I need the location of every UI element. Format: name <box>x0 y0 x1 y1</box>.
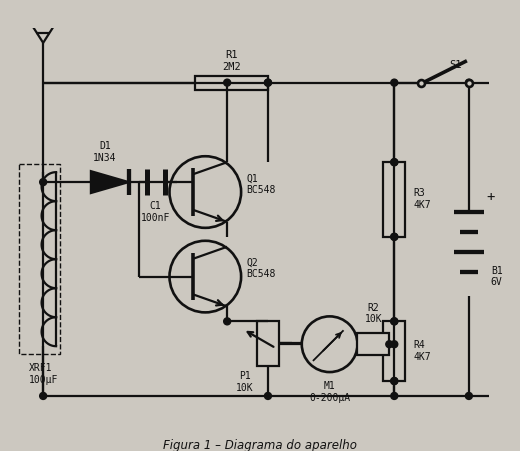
Text: C1
100nF: C1 100nF <box>141 201 170 223</box>
Text: R1
2M2: R1 2M2 <box>222 50 241 72</box>
Circle shape <box>224 79 231 86</box>
Bar <box>19 164 60 354</box>
Circle shape <box>465 79 472 86</box>
Circle shape <box>40 392 47 400</box>
Text: S1: S1 <box>449 60 461 70</box>
Circle shape <box>224 318 231 325</box>
Text: R2
10K: R2 10K <box>365 303 382 324</box>
Polygon shape <box>91 171 129 193</box>
Text: Figura 1 – Diagrama do aparelho: Figura 1 – Diagrama do aparelho <box>163 439 357 451</box>
Circle shape <box>391 79 398 86</box>
Bar <box>357 333 389 355</box>
Circle shape <box>391 318 398 325</box>
Circle shape <box>391 341 398 348</box>
Text: +: + <box>487 190 495 204</box>
Circle shape <box>391 392 398 400</box>
Bar <box>196 76 268 90</box>
Bar <box>257 322 279 366</box>
Circle shape <box>391 159 398 166</box>
Text: M1
0-200μA: M1 0-200μA <box>309 381 350 403</box>
Text: D1
1N34: D1 1N34 <box>93 142 116 163</box>
Text: P1
10K: P1 10K <box>236 371 254 393</box>
Circle shape <box>391 318 398 325</box>
Circle shape <box>265 79 271 86</box>
Circle shape <box>265 392 271 400</box>
Circle shape <box>40 179 47 185</box>
Circle shape <box>265 79 271 86</box>
Text: Q2
BC548: Q2 BC548 <box>246 258 276 280</box>
Circle shape <box>391 377 398 385</box>
Text: R3
4K7: R3 4K7 <box>413 188 431 210</box>
Text: XRF1
100μF: XRF1 100μF <box>29 363 59 385</box>
Circle shape <box>391 377 398 385</box>
Circle shape <box>391 233 398 240</box>
Text: R4
4K7: R4 4K7 <box>413 341 431 362</box>
Circle shape <box>386 341 393 348</box>
Circle shape <box>465 392 472 400</box>
Text: B1
6V: B1 6V <box>491 266 502 287</box>
Circle shape <box>391 159 398 166</box>
Text: Q1
BC548: Q1 BC548 <box>246 173 276 195</box>
Circle shape <box>391 233 398 240</box>
Bar <box>383 322 405 381</box>
Bar <box>383 162 405 237</box>
